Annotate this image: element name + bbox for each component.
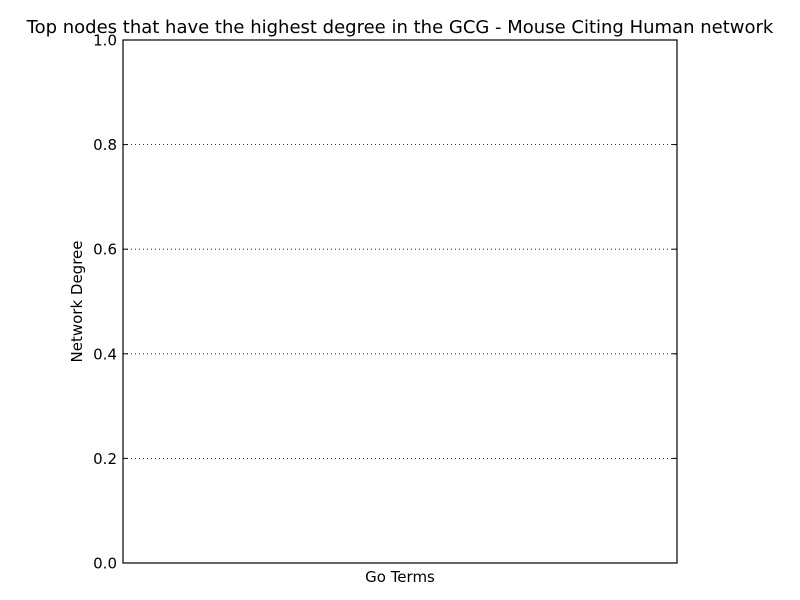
y-tick-label: 0.8	[93, 136, 117, 154]
x-axis-label: Go Terms	[365, 568, 435, 586]
y-tick-label: 0.6	[93, 241, 117, 259]
y-tick-label: 0.4	[93, 345, 117, 363]
y-tick-label: 0.0	[93, 555, 117, 573]
chart-title: Top nodes that have the highest degree i…	[26, 17, 774, 38]
y-tick-label: 1.0	[93, 32, 117, 50]
plot-background	[123, 40, 677, 563]
y-tick-label: 0.2	[93, 450, 117, 468]
plot-frame	[122, 39, 678, 564]
y-axis-label: Network Degree	[68, 241, 86, 363]
grid-lines	[123, 144, 677, 459]
plot-area	[122, 39, 678, 564]
